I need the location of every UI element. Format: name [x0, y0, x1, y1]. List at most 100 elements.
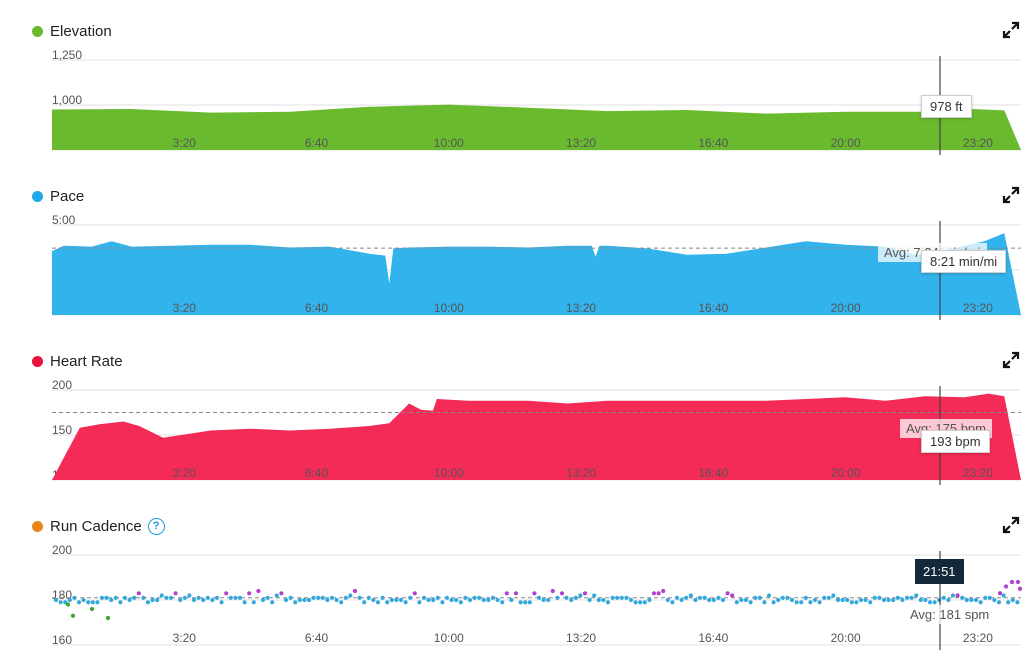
cadence-point — [65, 602, 71, 607]
cadence-point — [707, 597, 712, 603]
cadence-point — [582, 591, 588, 596]
cadence-point — [518, 600, 523, 605]
cadence-point — [835, 597, 841, 603]
cadence-point — [780, 595, 785, 600]
cadence-point — [638, 600, 643, 605]
pace-title: Pace — [50, 187, 85, 205]
cadence-point — [127, 597, 132, 603]
cadence-point — [256, 588, 261, 594]
cadence-point — [251, 600, 256, 605]
cadence-point — [463, 595, 468, 600]
cadence-point — [389, 597, 394, 603]
cadence-point — [794, 600, 799, 605]
heart-rate-tooltip: 193 bpm — [921, 430, 990, 453]
cadence-point — [320, 595, 325, 600]
cadence-point — [817, 600, 822, 605]
cadence-point — [444, 595, 450, 600]
cadence-point — [927, 600, 933, 605]
cadence-point — [743, 597, 749, 603]
cadence-point — [964, 597, 969, 603]
expand-icon[interactable] — [1002, 21, 1020, 39]
cadence-point — [274, 593, 279, 598]
expand-icon[interactable] — [1002, 351, 1020, 369]
x-tick-label: 3:20 — [173, 301, 197, 315]
cadence-point — [426, 597, 431, 603]
cadence-point — [440, 600, 445, 605]
cadence-point — [325, 597, 330, 603]
cadence-point — [196, 595, 201, 600]
cadence-point — [242, 600, 247, 605]
cadence-point — [978, 600, 983, 605]
x-tick-label: 23:20 — [963, 631, 993, 645]
cadence-point — [932, 600, 937, 605]
x-tick-label: 16:40 — [698, 301, 728, 315]
cadence-point — [214, 595, 220, 600]
cadence-point — [858, 597, 864, 603]
cadence-point — [799, 600, 804, 605]
cadence-point — [688, 593, 693, 598]
x-tick-label: 10:00 — [434, 301, 464, 315]
cadence-point — [178, 597, 183, 603]
cadence-point — [81, 597, 86, 603]
cadence-point — [711, 597, 716, 603]
cadence-point — [421, 595, 427, 600]
cadence-point — [454, 597, 459, 603]
cadence-point — [403, 600, 408, 605]
cadence-point — [504, 591, 509, 596]
cadence-point — [417, 600, 422, 605]
cadence-point — [550, 588, 555, 594]
cadence-point — [923, 597, 928, 603]
cadence-point — [987, 595, 992, 600]
cadence-point — [316, 595, 321, 600]
cadence-point — [983, 595, 988, 600]
x-tick-label: 13:20 — [566, 466, 596, 480]
cadence-point — [334, 597, 339, 603]
cadence-point — [596, 597, 601, 603]
elevation-legend-dot — [32, 25, 43, 37]
cadence-point — [210, 597, 215, 603]
cadence-point — [789, 597, 795, 603]
x-tick-label: 20:00 — [831, 631, 861, 645]
y-tick-label: 200 — [52, 378, 72, 392]
cadence-point — [946, 597, 951, 603]
cadence-point — [559, 591, 565, 596]
cadence-point — [610, 595, 615, 600]
cadence-point — [973, 597, 979, 603]
cadence-point — [803, 595, 808, 600]
cadence-point — [385, 600, 390, 605]
cadence-point — [996, 600, 1002, 605]
cadence-point — [992, 597, 997, 603]
cadence-point — [766, 593, 772, 598]
cadence-point — [279, 591, 284, 596]
expand-icon[interactable] — [1002, 516, 1020, 534]
cadence-point — [950, 593, 956, 598]
cadence-point — [477, 595, 482, 600]
elevation-panel: Elevation 1,2501,0007503:206:4010:0013:2… — [0, 19, 1024, 159]
expand-icon[interactable] — [1002, 186, 1020, 204]
cadence-point — [297, 597, 302, 603]
cadence-point — [283, 597, 289, 603]
cadence-point — [555, 595, 560, 600]
cadence-point — [467, 597, 473, 603]
elevation-title: Elevation — [50, 22, 112, 40]
cadence-point — [628, 597, 634, 603]
cadence-point — [472, 595, 477, 600]
cadence-point — [109, 597, 114, 603]
x-tick-label: 23:20 — [963, 136, 993, 150]
cadence-point — [449, 597, 454, 603]
x-tick-label: 16:40 — [698, 136, 728, 150]
x-tick-label: 6:40 — [305, 466, 329, 480]
cadence-point — [615, 595, 620, 600]
cadence-point — [104, 595, 109, 600]
cadence-point — [808, 600, 813, 605]
cadence-point — [118, 600, 123, 605]
cadence-point — [532, 591, 537, 596]
cadence-point — [90, 600, 95, 605]
heart-rate-title: Heart Rate — [50, 352, 123, 370]
question-circle-icon[interactable]: ? — [147, 517, 165, 535]
cadence-point — [665, 597, 670, 603]
cadence-point — [904, 595, 910, 600]
cadence-point — [270, 600, 275, 605]
cadence-point — [435, 595, 440, 600]
cadence-point — [302, 597, 307, 603]
